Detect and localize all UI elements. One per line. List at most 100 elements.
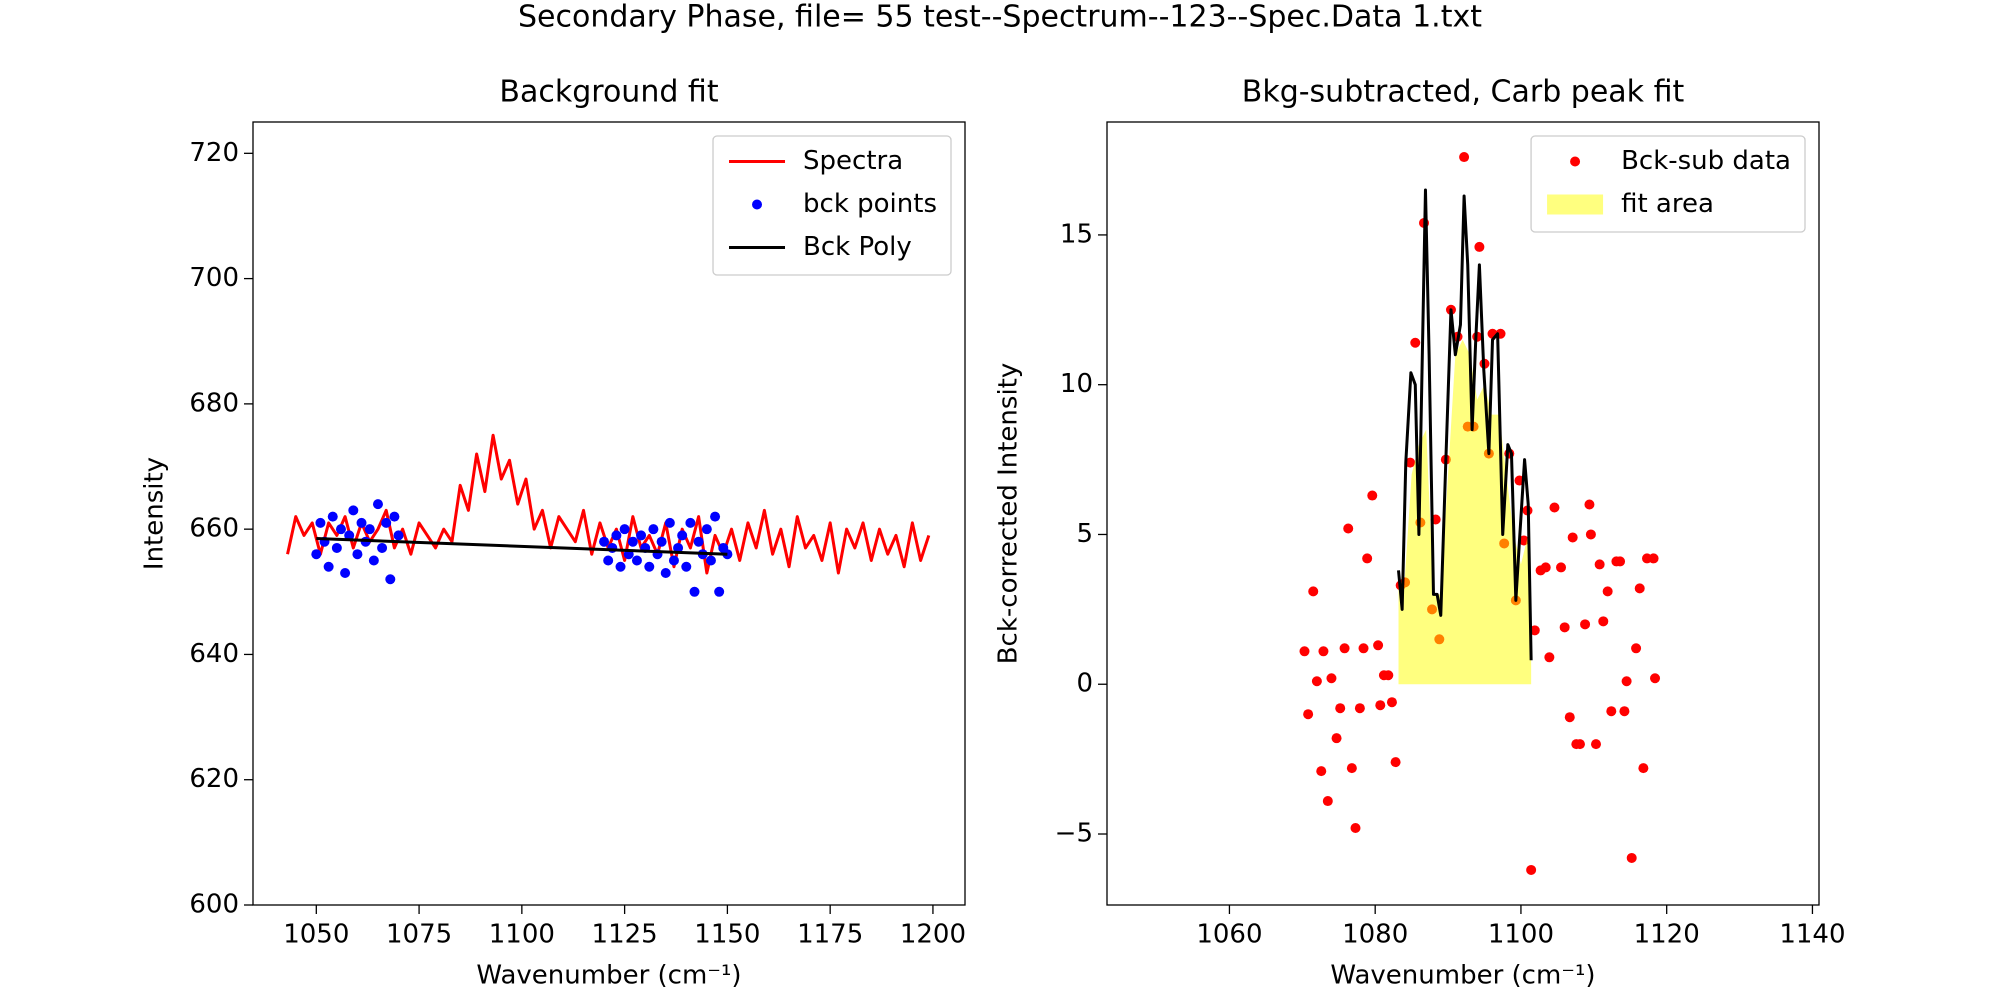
legend: Bck-sub data fit area [1530, 135, 1806, 233]
y-tick-label: 720 [189, 138, 239, 168]
data-point [615, 561, 626, 572]
series-line [316, 537, 728, 556]
data-point [1308, 586, 1319, 597]
data-point [1375, 700, 1386, 711]
data-point [664, 517, 675, 528]
data-point [1556, 562, 1567, 573]
data-point [710, 511, 721, 522]
y-tick-label: 5 [1076, 519, 1093, 549]
data-point [1615, 556, 1626, 567]
data-point [1339, 643, 1350, 654]
x-tick-label: 1120 [1634, 920, 1700, 950]
data-point [1590, 739, 1601, 750]
data-point [631, 555, 642, 566]
axes-frame [252, 121, 966, 906]
axes-frame [1106, 121, 1820, 906]
data-point [389, 511, 400, 522]
data-point [693, 536, 704, 547]
data-point [1606, 706, 1617, 717]
x-tick-label: 1050 [283, 920, 349, 950]
data-point [1621, 676, 1632, 687]
x-tick-label: 1080 [1342, 920, 1408, 950]
data-point [648, 524, 659, 535]
legend-marker [752, 199, 763, 210]
legend-box [712, 135, 952, 276]
x-tick-label: 1075 [386, 920, 452, 950]
data-point [1346, 763, 1357, 774]
data-point [1311, 676, 1322, 687]
data-point [1335, 703, 1346, 714]
data-point [1316, 766, 1327, 777]
data-point [348, 505, 359, 516]
data-point [689, 586, 700, 597]
data-point [644, 561, 655, 572]
data-point [323, 561, 334, 572]
legend-label: Bck-sub data [1621, 146, 1791, 176]
data-point [311, 549, 322, 560]
data-point [611, 530, 622, 541]
legend-label: bck points [803, 189, 937, 219]
data-point [1594, 559, 1605, 570]
legend-label: Bck Poly [803, 232, 912, 262]
data-point [1626, 852, 1637, 863]
data-point [315, 517, 326, 528]
data-point [1343, 523, 1354, 534]
data-point [668, 555, 679, 566]
data-point [1331, 733, 1342, 744]
legend: Spectra bck points Bck Poly [712, 135, 952, 276]
data-point [1619, 706, 1630, 717]
data-point [340, 568, 351, 579]
axes-title: Bkg-subtracted, Carb peak fit [1242, 75, 1685, 110]
data-point [1299, 646, 1310, 657]
data-point [1585, 529, 1596, 540]
y-tick-label: 640 [189, 639, 239, 669]
data-point [364, 524, 375, 535]
plot-area [286, 433, 931, 597]
data-point [603, 555, 614, 566]
y-axis-label: Intensity [140, 457, 170, 570]
data-point [393, 530, 404, 541]
data-point [1598, 616, 1609, 627]
legend-patch [1547, 194, 1604, 215]
data-point [1602, 586, 1613, 597]
series-line [1397, 188, 1533, 661]
y-tick-label: 0 [1076, 669, 1093, 699]
fill-area [1398, 339, 1532, 685]
x-tick-label: 1060 [1196, 920, 1262, 950]
x-tick-label: 1150 [694, 920, 760, 950]
data-point [356, 517, 367, 528]
x-tick-label: 1140 [1779, 920, 1845, 950]
figure-title: Secondary Phase, file= 55 test--Spectrum… [518, 0, 1482, 35]
data-point [331, 542, 342, 553]
legend-label: Spectra [803, 146, 903, 176]
data-point [681, 561, 692, 572]
x-tick-label: 1125 [592, 920, 658, 950]
data-point [660, 568, 671, 579]
data-point [1580, 619, 1591, 630]
y-tick-label: 680 [189, 388, 239, 418]
x-axis-label: Wavenumber (cm⁻¹) [1330, 961, 1595, 991]
data-point [1549, 502, 1560, 513]
legend-label: fit area [1621, 189, 1714, 219]
data-point [1564, 712, 1575, 723]
data-point [1373, 640, 1384, 651]
data-point [1634, 583, 1645, 594]
data-point [352, 549, 363, 560]
data-point [1390, 757, 1401, 768]
data-point [677, 530, 688, 541]
data-point [599, 536, 610, 547]
legend-marker [1570, 156, 1581, 167]
data-point [1383, 670, 1394, 681]
axes-title: Background fit [499, 75, 718, 110]
data-point [1650, 673, 1661, 684]
data-point [1405, 457, 1416, 468]
data-point [1326, 673, 1337, 684]
data-point [1362, 553, 1373, 564]
y-tick-label: 660 [189, 514, 239, 544]
plot-area [1299, 152, 1661, 875]
x-tick-label: 1200 [900, 920, 966, 950]
y-tick-label: 620 [189, 764, 239, 794]
data-point [381, 517, 392, 528]
y-tick-label: −5 [1055, 819, 1093, 849]
